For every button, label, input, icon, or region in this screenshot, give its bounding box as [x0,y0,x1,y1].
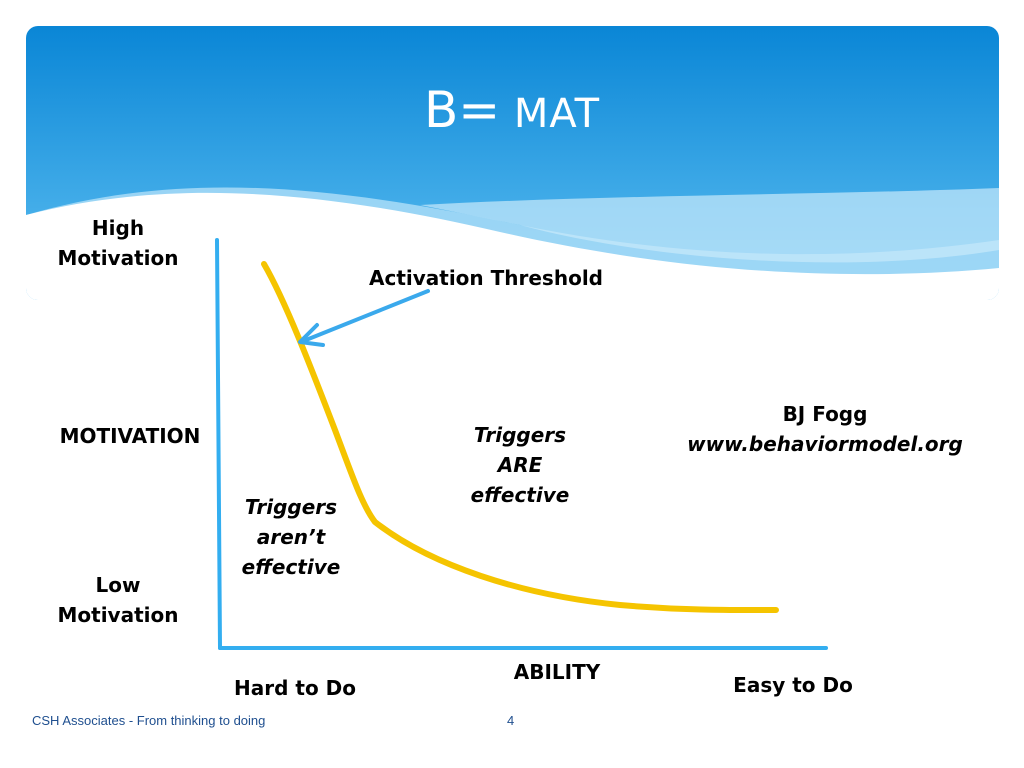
triggers-are-effective-label: Triggers ARE effective [470,423,570,507]
ability-axis-label: ABILITY [513,660,601,684]
activation-threshold-curve [261,261,779,614]
easy-to-do-label: Easy to Do [733,673,853,697]
credit-name: BJ Fogg [782,402,868,426]
header-background [26,26,999,300]
hard-to-do-label: Hard to Do [234,676,356,700]
slide-title: B= MAT [0,78,1024,146]
wave-band [420,188,999,263]
high-motivation-label: High Motivation [57,216,179,270]
y-axis [215,238,222,650]
title-formula: MAT [500,91,601,137]
threshold-arrow-shaft [304,289,430,342]
activation-threshold-label: Activation Threshold [368,266,603,290]
triggers-not-effective-label: Triggers aren’t effective [241,495,341,579]
low-motivation-label: Low Motivation [57,573,179,627]
threshold-arrow-head [298,323,325,347]
footer-company: CSH Associates - From thinking to doing [32,713,266,728]
page-number: 4 [507,713,515,728]
motivation-axis-label: MOTIVATION [59,424,201,448]
credit-url: www.behaviormodel.org [687,432,963,456]
title-main: B= [423,81,501,139]
